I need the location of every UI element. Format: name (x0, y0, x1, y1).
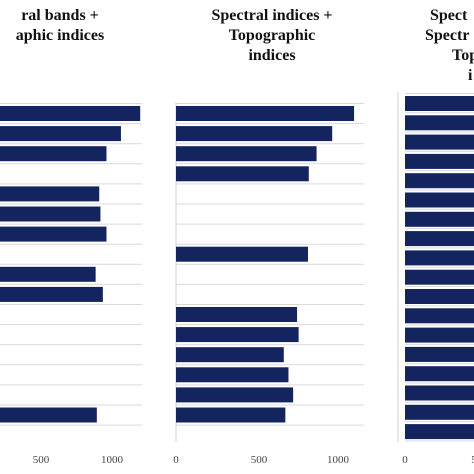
panel-2-title-line: indices (248, 47, 296, 64)
panel-2-bar (176, 166, 309, 182)
panel-3-bar (405, 404, 474, 420)
panel-2-bar (176, 387, 294, 403)
panel-2-bar (176, 367, 289, 383)
panel-2-tick-label: 500 (251, 454, 268, 466)
panel-2-title-line: Topographic (228, 27, 316, 44)
panel-1-bar (0, 206, 101, 222)
panel-1-bar (0, 106, 141, 121)
panel-1-bar (0, 286, 103, 302)
panel-3-bar (405, 250, 474, 266)
panel-3-title-line: Top (452, 47, 474, 64)
panel-2-bar (176, 246, 308, 262)
panel-3-bar (405, 96, 474, 111)
panel-1-bar (0, 146, 107, 162)
panel-3-bar (405, 346, 474, 362)
panel-2-bar (176, 347, 284, 363)
panel-3-title-line: Spectr (425, 27, 470, 44)
panel-2-title-line: Spectral indices + (211, 7, 333, 24)
panel-3-bar (405, 289, 474, 304)
panel-3-bar (405, 115, 474, 131)
panel-2-bar (176, 126, 333, 142)
panel-3-tick-label: 5 (471, 454, 474, 466)
panel-1-title-line: ral bands + (21, 7, 99, 24)
panel-2-tick-label: 0 (173, 454, 179, 466)
panel-1-title: ral bands + aphic indices (0, 6, 140, 46)
panel-3-bar (405, 327, 474, 343)
panel-3-bar (405, 269, 474, 285)
panel-2-bar (176, 307, 298, 322)
panel-2-bar (176, 146, 317, 162)
panel-3-tick-label: 0 (402, 454, 408, 466)
panel-2-bar (176, 327, 299, 343)
panel-1-bar (0, 226, 107, 242)
panel-3-bar (405, 385, 474, 401)
panel-1-title-line: aphic indices (15, 27, 105, 44)
panel-3-bar (405, 153, 474, 169)
panel-2-bar (176, 106, 355, 121)
panel-2-bar (176, 407, 286, 423)
panel-1-bar (0, 266, 96, 282)
panel-3-title: Spect Spectr Top i (410, 6, 474, 86)
panel-2-title: Spectral indices + Topographic indices (187, 6, 357, 66)
panel-3-bar (405, 231, 474, 247)
panel-1-bar (0, 126, 121, 142)
panel-3-bar (405, 308, 474, 324)
panel-1-bar (0, 407, 97, 423)
panel-3-bar (405, 211, 474, 227)
panel-3-bar (405, 424, 474, 440)
panel-3-bar (405, 192, 474, 208)
panel-3-bar (405, 173, 474, 189)
panel-1-tick-label: 1000 (101, 454, 124, 466)
panel-3-title-line: i (468, 67, 473, 84)
panel-3-bar (405, 134, 474, 150)
panel-3-bar (405, 366, 474, 382)
panel-1-bar (0, 186, 100, 202)
panel-1-tick-label: 500 (33, 454, 50, 466)
panel-3-title-line: Spect (430, 7, 468, 24)
panel-2-tick-label: 1000 (327, 454, 350, 466)
